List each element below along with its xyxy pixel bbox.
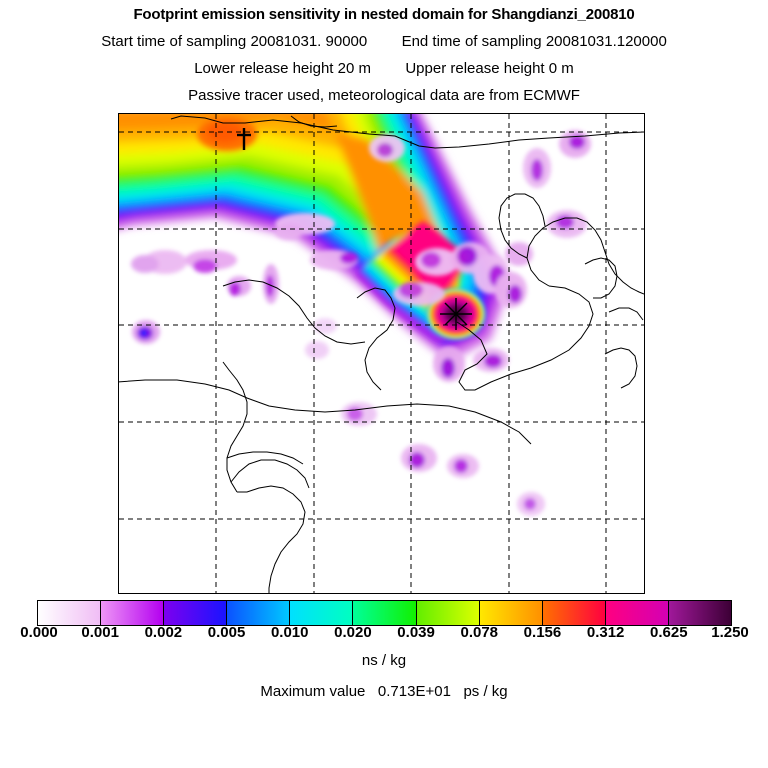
map-plot-area[interactable] <box>118 113 645 594</box>
upper-release-value: 0 m <box>548 60 574 77</box>
colorbar[interactable] <box>37 600 732 626</box>
colorbar-tick: 0.005 <box>207 624 246 641</box>
maximum-value-units: ps / kg <box>463 683 508 700</box>
colorbar-tick: 0.039 <box>397 624 435 641</box>
lower-release-value: 20 m <box>337 60 371 77</box>
lower-release-label: Lower release height <box>194 60 334 77</box>
colorbar-tick: 0.010 <box>270 624 309 641</box>
colorbar-segment[interactable] <box>542 601 606 625</box>
colorbar-tick: 0.078 <box>460 624 499 641</box>
colorbar-segment[interactable] <box>38 601 102 625</box>
colorbar-tick: 0.001 <box>81 624 119 641</box>
colorbar-segment[interactable] <box>479 601 543 625</box>
station-cross-icon <box>237 128 251 150</box>
colorbar-tick: 1.250 <box>711 624 749 641</box>
colorbar-segment[interactable] <box>605 601 669 625</box>
colorbar-tick-labels: 0.000 0.001 0.002 0.005 0.010 0.020 0.039 0.078… <box>0 624 768 646</box>
maximum-value-number: 0.713E+01 <box>377 683 451 700</box>
end-time-label: End time of sampling <box>401 33 542 50</box>
colorbar-tick: 0.312 <box>586 624 625 641</box>
start-time-value: 20081031. 90000 <box>250 33 368 50</box>
colorbar-segment[interactable] <box>668 601 732 625</box>
colorbar-tick: 0.002 <box>144 624 183 641</box>
scattered-patches <box>131 130 591 516</box>
colorbar-segment[interactable] <box>290 601 354 625</box>
sampling-time-line: Start time of sampling 20081031. 90000 E… <box>0 33 768 50</box>
colorbar-segment[interactable] <box>227 601 291 625</box>
colorbar-units-label: ns / kg <box>361 652 407 669</box>
colorbar-tick: 0.000 <box>20 624 58 641</box>
maximum-value-label: Maximum value <box>260 683 366 700</box>
coastline-borders <box>119 115 644 593</box>
upper-release-label: Upper release height <box>405 60 545 77</box>
colorbar-tick: 0.020 <box>334 624 372 641</box>
start-time-label: Start time of sampling <box>101 33 247 50</box>
release-height-line: Lower release height 20 m Upper release … <box>0 60 768 77</box>
colorbar-segment[interactable] <box>416 601 480 625</box>
colorbar-tick: 0.625 <box>650 624 688 641</box>
colorbar-segment[interactable] <box>101 601 165 625</box>
footprint-map-svg <box>119 114 644 593</box>
release-point-marker[interactable] <box>440 298 472 330</box>
maximum-value-line: Maximum value 0.713E+01 ps / kg <box>0 683 768 700</box>
colorbar-segment[interactable] <box>353 601 417 625</box>
colorbar-tick: 0.156 <box>523 624 562 641</box>
colorbar-segment[interactable] <box>164 601 228 625</box>
page-title: Footprint emission sensitivity in nested… <box>133 6 635 23</box>
tracer-note: Passive tracer used, meteorological data… <box>188 87 580 104</box>
grid-lines <box>119 114 644 593</box>
end-time-value: 20081031.120000 <box>545 33 667 50</box>
